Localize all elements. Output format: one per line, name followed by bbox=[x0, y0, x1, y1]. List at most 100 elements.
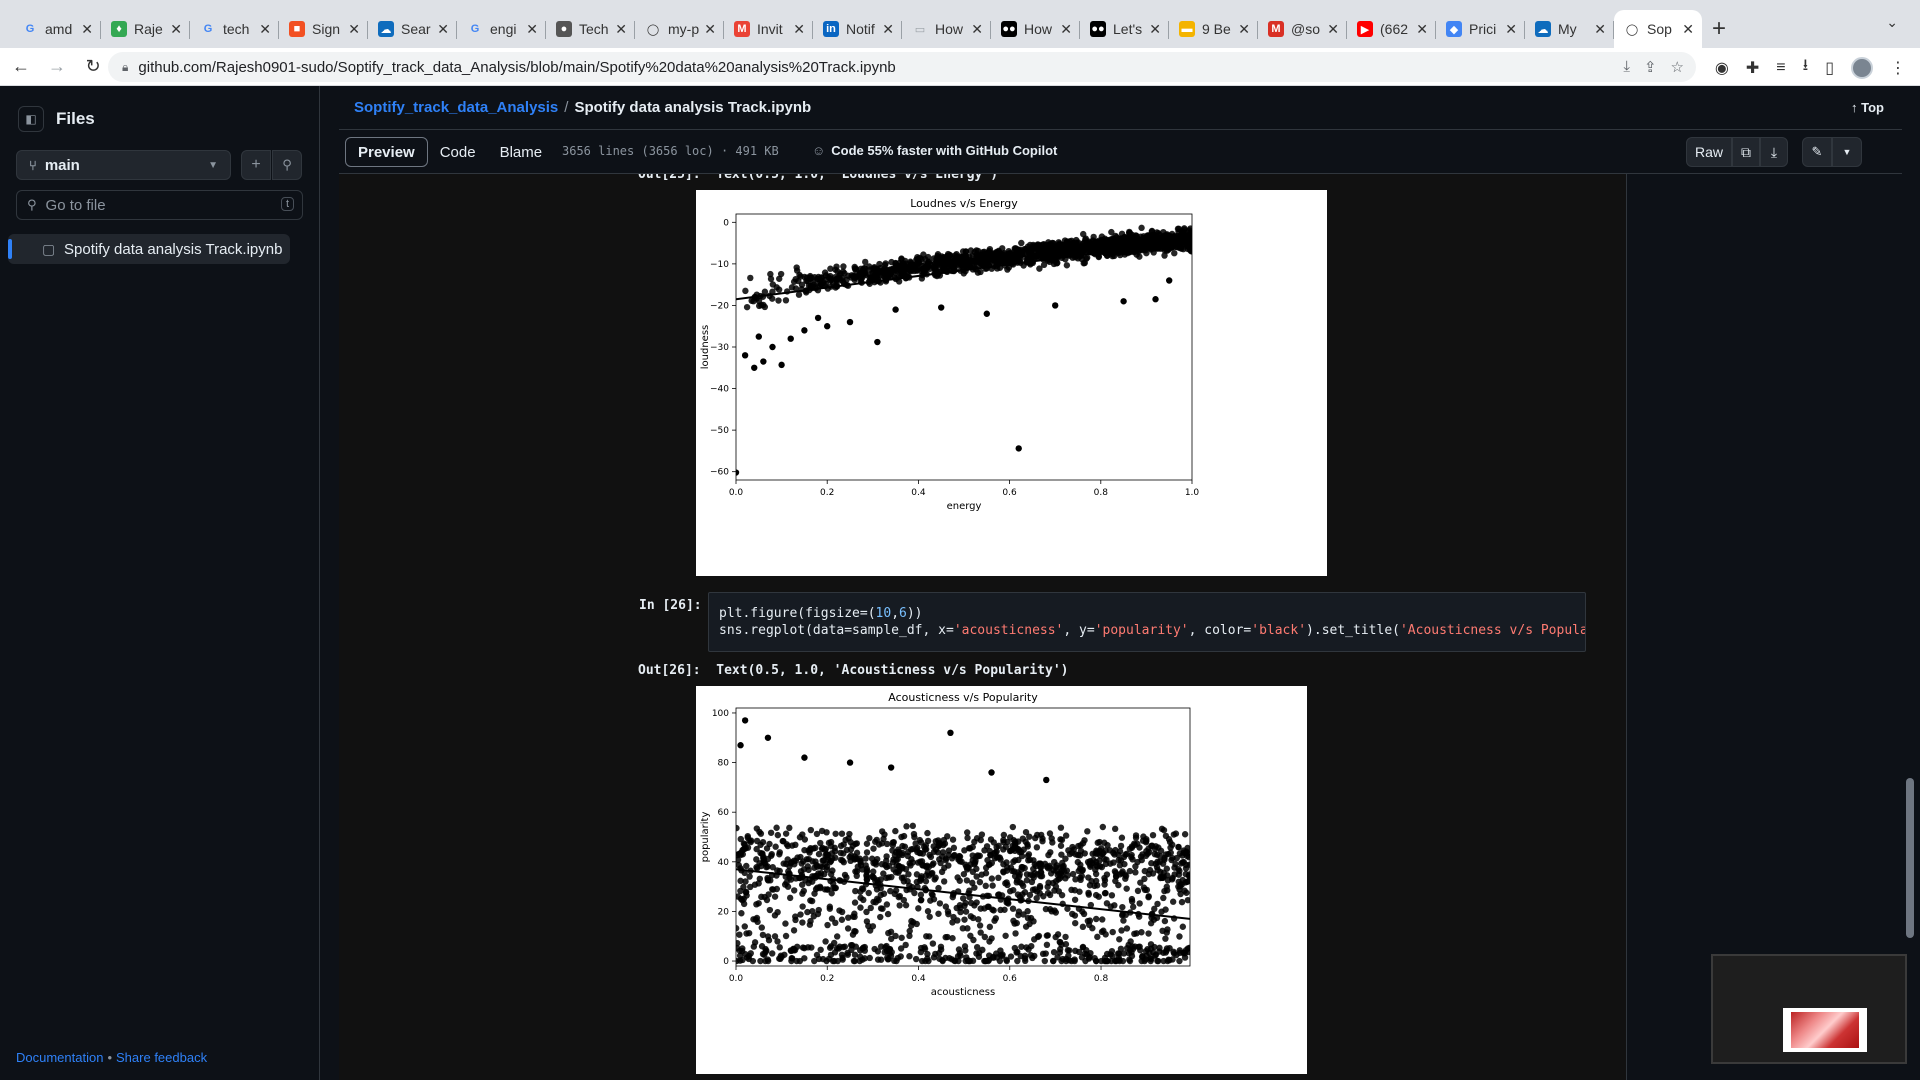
documentation-link[interactable]: Documentation bbox=[16, 1050, 104, 1065]
copilot-icon: ☺ bbox=[812, 143, 826, 158]
browser-tab[interactable]: ▶ (662 ✕ bbox=[1347, 10, 1436, 48]
browser-tab[interactable]: M Invit ✕ bbox=[724, 10, 813, 48]
bookmark-star-icon[interactable]: ☆ bbox=[1670, 59, 1684, 76]
scatter-point bbox=[747, 274, 754, 282]
camera-icon[interactable]: ◉ bbox=[1714, 59, 1729, 77]
scatter-point bbox=[929, 940, 937, 947]
browser-menu-icon[interactable]: ⋮ bbox=[1890, 59, 1906, 77]
scatter-point bbox=[736, 931, 743, 938]
scrollbar-thumb[interactable] bbox=[1906, 778, 1914, 938]
download-icon[interactable]: ⤓ bbox=[1760, 137, 1788, 167]
tab-search-chevron-icon[interactable]: ⌄ bbox=[1886, 14, 1898, 30]
close-icon[interactable]: ✕ bbox=[1238, 20, 1250, 37]
browser-tab[interactable]: ☁ Sear ✕ bbox=[368, 10, 457, 48]
scatter-point bbox=[1014, 957, 1021, 965]
repo-link[interactable]: Soptify_track_data_Analysis bbox=[354, 99, 559, 116]
close-icon[interactable]: ✕ bbox=[348, 20, 360, 37]
browser-tab[interactable]: ☁ My ✕ bbox=[1525, 10, 1614, 48]
close-icon[interactable]: ✕ bbox=[81, 20, 93, 37]
browser-tab[interactable]: ■ Sign ✕ bbox=[279, 10, 368, 48]
raw-button[interactable]: Raw bbox=[1685, 137, 1732, 167]
close-icon[interactable]: ✕ bbox=[793, 20, 805, 37]
close-icon[interactable]: ✕ bbox=[259, 20, 271, 37]
scatter-point bbox=[949, 836, 957, 843]
profile-avatar[interactable] bbox=[1851, 56, 1873, 79]
scatter-point bbox=[1123, 944, 1131, 952]
install-icon[interactable]: ⤓ bbox=[1623, 58, 1630, 75]
close-icon[interactable]: ✕ bbox=[1416, 20, 1428, 37]
tab-blame[interactable]: Blame bbox=[499, 143, 543, 161]
copilot-promo[interactable]: ☺ Code 55% faster with GitHub Copilot bbox=[812, 143, 1057, 158]
close-icon[interactable]: ✕ bbox=[971, 20, 983, 37]
close-icon[interactable]: ✕ bbox=[437, 20, 449, 37]
tree-item-file[interactable]: ▢ Spotify data analysis Track.ipynb bbox=[8, 234, 290, 264]
tab-code[interactable]: Code bbox=[439, 143, 476, 161]
close-icon[interactable]: ✕ bbox=[1060, 20, 1072, 37]
close-icon[interactable]: ✕ bbox=[1505, 20, 1517, 37]
top-button[interactable]: ↑ Top bbox=[1851, 100, 1884, 115]
add-file-button[interactable]: + bbox=[241, 150, 271, 180]
close-icon[interactable]: ✕ bbox=[1594, 20, 1606, 37]
scatter-point bbox=[1056, 949, 1064, 956]
close-icon[interactable]: ✕ bbox=[170, 20, 182, 37]
share-icon[interactable]: ⇪ bbox=[1643, 59, 1657, 76]
forward-arrow-icon[interactable]: → bbox=[48, 56, 66, 76]
downloads-icon[interactable]: ⭳ bbox=[1802, 57, 1809, 74]
scatter-point bbox=[1021, 889, 1029, 896]
branch-selector[interactable]: ⑂ main ▼ bbox=[16, 150, 231, 180]
new-tab-plus-icon[interactable]: + bbox=[1712, 15, 1727, 42]
back-arrow-icon[interactable]: ← bbox=[12, 56, 30, 76]
scatter-point bbox=[851, 957, 859, 965]
tab-preview[interactable]: Preview bbox=[345, 137, 428, 167]
code-cell-26[interactable]: plt.figure(figsize=(10,6)) sns.regplot(d… bbox=[708, 592, 1586, 652]
tab-label: Prici bbox=[1469, 21, 1497, 37]
picture-in-picture-preview[interactable] bbox=[1711, 954, 1907, 1064]
share-feedback-link[interactable]: Share feedback bbox=[116, 1050, 208, 1065]
scatter-point bbox=[1166, 233, 1173, 241]
browser-tab[interactable]: ◯ my-p ✕ bbox=[635, 10, 724, 48]
close-icon[interactable]: ✕ bbox=[615, 20, 627, 37]
scatter-point bbox=[1062, 957, 1070, 965]
scatter-point bbox=[871, 945, 878, 953]
browser-tab[interactable]: ♦ Raje ✕ bbox=[101, 10, 190, 48]
collapse-sidebar-icon[interactable]: ◧ bbox=[18, 106, 44, 132]
browser-tab[interactable]: ●● Let's ✕ bbox=[1080, 10, 1169, 48]
go-to-file-input[interactable]: ⚲ Go to file t bbox=[16, 190, 303, 220]
side-panel-icon[interactable]: ▯ bbox=[1825, 59, 1834, 77]
scatter-point bbox=[981, 933, 989, 941]
browser-tab[interactable]: ◆ Prici ✕ bbox=[1436, 10, 1525, 48]
pencil-icon[interactable]: ✎ bbox=[1802, 137, 1832, 167]
close-icon[interactable]: ✕ bbox=[1682, 20, 1694, 37]
reload-icon[interactable]: ↻ bbox=[85, 56, 101, 76]
browser-tab[interactable]: ● Tech ✕ bbox=[546, 10, 635, 48]
media-queue-icon[interactable]: ≡ bbox=[1776, 58, 1786, 76]
extensions-puzzle-icon[interactable]: ✚ bbox=[1745, 59, 1760, 77]
page-scrollbar[interactable] bbox=[1902, 86, 1920, 1080]
site-info-icon[interactable]: 🔒︎ bbox=[122, 59, 129, 74]
close-icon[interactable]: ✕ bbox=[704, 20, 716, 37]
scatter-point bbox=[777, 952, 785, 959]
chevron-down-icon[interactable]: ▼ bbox=[1832, 137, 1862, 167]
browser-tab[interactable]: ▬ 9 Be ✕ bbox=[1169, 10, 1258, 48]
scatter-point bbox=[1058, 851, 1065, 858]
browser-tab[interactable]: ◯ Sop ✕ bbox=[1614, 10, 1702, 48]
scatter-point bbox=[771, 912, 779, 919]
x-tick-label: 0.4 bbox=[911, 974, 926, 984]
scatter-point bbox=[1074, 240, 1081, 247]
close-icon[interactable]: ✕ bbox=[526, 20, 538, 37]
close-icon[interactable]: ✕ bbox=[1327, 20, 1339, 37]
browser-tab[interactable]: ●● How ✕ bbox=[991, 10, 1080, 48]
copy-icon[interactable]: ⧉ bbox=[1732, 137, 1760, 167]
close-icon[interactable]: ✕ bbox=[882, 20, 894, 37]
scatter-point bbox=[924, 837, 932, 845]
close-icon[interactable]: ✕ bbox=[1149, 20, 1161, 37]
address-bar[interactable]: 🔒︎ github.com/Rajesh0901-sudo/Soptify_tr… bbox=[108, 52, 1696, 82]
browser-tab[interactable]: ▭ How ✕ bbox=[902, 10, 991, 48]
browser-tab[interactable]: in Notif ✕ bbox=[813, 10, 902, 48]
search-code-button[interactable]: ⚲ bbox=[272, 150, 302, 180]
browser-tab[interactable]: M @so ✕ bbox=[1258, 10, 1347, 48]
scatter-point bbox=[883, 863, 890, 871]
